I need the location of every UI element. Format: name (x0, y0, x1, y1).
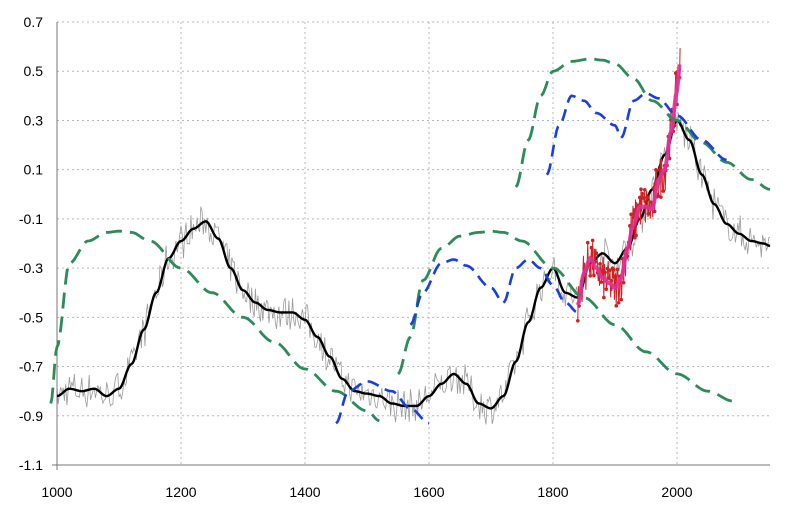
series-magenta-red-markers (575, 48, 682, 323)
instrumental-point (598, 261, 602, 266)
smoothed-series-line (56, 118, 771, 410)
instrumental-point (645, 195, 650, 200)
y-tick-label: 0.1 (24, 162, 44, 178)
x-tick-label: 1000 (41, 484, 72, 500)
series-dashed-blue (335, 92, 727, 425)
x-axis-tick-labels: 1000 1200 1400 1600 1800 2000 (41, 484, 692, 500)
instrumental-series-line (577, 48, 681, 321)
instrumental-point (592, 273, 596, 278)
series-dashed-green (49, 57, 771, 423)
instrumental-point (621, 280, 626, 285)
x-tick-label: 2000 (661, 484, 692, 500)
instrumental-point (641, 196, 646, 200)
blue-cycle-curve (335, 379, 430, 425)
instrumental-point (652, 209, 657, 214)
instrumental-point (590, 238, 595, 243)
instrumental-smoothed-line (575, 64, 682, 306)
instrumental-point (619, 297, 623, 302)
instrumental-point (661, 189, 666, 193)
series-smoothed-black (56, 118, 771, 410)
instrumental-point (611, 267, 616, 272)
instrumental-point (589, 245, 594, 250)
series-noisy-grey (56, 112, 771, 425)
instrumental-point (607, 276, 611, 280)
instrumental-point (673, 71, 678, 75)
y-tick-label: -0.7 (19, 359, 43, 375)
y-tick-label: 0.5 (24, 63, 44, 79)
y-tick-label: -0.5 (19, 309, 43, 325)
instrumental-point (599, 280, 604, 284)
green-cycle-curve (514, 57, 771, 191)
x-tick-label: 1600 (413, 484, 444, 500)
instrumental-point (594, 251, 599, 256)
blue-cycle-curve (409, 258, 504, 326)
instrumental-point (657, 168, 662, 172)
instrumental-point (616, 300, 621, 305)
series-layer (49, 48, 771, 425)
green-cycle-curve (49, 229, 380, 423)
y-tick-label: -0.3 (19, 260, 43, 276)
instrumental-point (642, 188, 647, 192)
instrumental-point (608, 268, 612, 273)
y-tick-label: 0.3 (24, 112, 44, 128)
instrumental-point (638, 195, 642, 200)
instrumental-point (629, 212, 633, 217)
instrumental-point (634, 233, 638, 238)
noisy-series-line (56, 112, 771, 425)
blue-cycle-curve (545, 94, 623, 176)
instrumental-point (604, 287, 609, 291)
instrumental-point (615, 267, 620, 272)
instrumental-point (585, 240, 590, 245)
instrumental-point (654, 168, 658, 172)
y-tick-label: -0.1 (19, 211, 43, 227)
y-tick-label: -0.9 (19, 408, 43, 424)
instrumental-point (659, 195, 663, 199)
instrumental-point (639, 187, 643, 192)
blue-cycle-curve (502, 258, 579, 314)
instrumental-point (646, 212, 651, 216)
x-tick-label: 1400 (289, 484, 320, 500)
y-tick-label: 0.7 (24, 14, 44, 30)
instrumental-point (649, 200, 653, 204)
instrumental-point (588, 274, 592, 278)
instrumental-point (603, 270, 607, 275)
instrumental-point (613, 274, 617, 279)
y-tick-label: -1.1 (19, 457, 43, 473)
instrumental-point (614, 304, 619, 308)
instrumental-point (576, 318, 580, 323)
gridlines (56, 21, 770, 466)
x-tick-label: 1800 (537, 484, 568, 500)
instrumental-point (640, 191, 645, 196)
green-cycle-curve (397, 229, 733, 403)
x-tick-label: 1200 (165, 484, 196, 500)
y-axis-tick-labels: 0.7 0.5 0.3 0.1 -0.1 -0.3 -0.5 -0.7 -0.9 -1.1 (19, 14, 43, 473)
blue-cycle-curve (620, 92, 727, 162)
instrumental-point (602, 295, 606, 300)
